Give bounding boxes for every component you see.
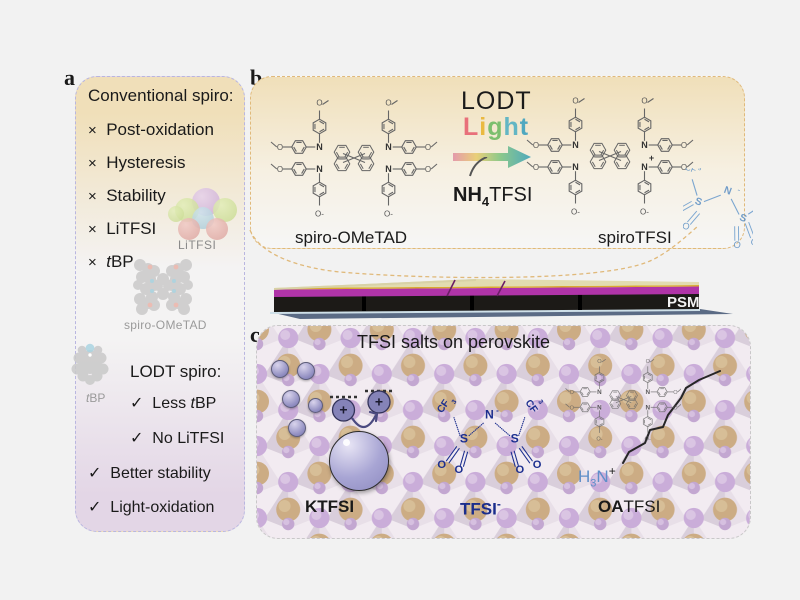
svg-text:N: N: [597, 389, 602, 396]
svg-text:O: O: [570, 390, 575, 396]
svg-text:O: O: [673, 405, 678, 411]
svg-text:O: O: [570, 405, 575, 411]
svg-text:O-: O-: [645, 437, 651, 443]
svg-text:O-: O-: [596, 437, 602, 443]
svg-text:O: O: [673, 390, 678, 396]
svg-text:N: N: [645, 389, 650, 396]
